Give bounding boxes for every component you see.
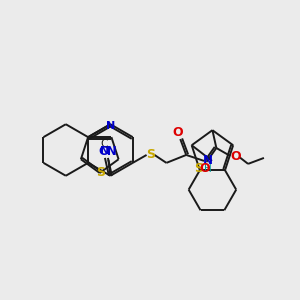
- Text: S: S: [96, 167, 105, 179]
- Text: N: N: [100, 146, 109, 156]
- Text: S: S: [146, 148, 155, 161]
- Text: O: O: [230, 150, 241, 164]
- Text: N: N: [203, 154, 213, 167]
- Text: C: C: [101, 139, 108, 149]
- Text: S: S: [194, 162, 203, 175]
- Text: H: H: [204, 164, 212, 174]
- Text: O: O: [172, 126, 183, 139]
- Text: CN: CN: [98, 146, 117, 158]
- Text: O: O: [199, 162, 210, 175]
- Text: N: N: [106, 121, 115, 131]
